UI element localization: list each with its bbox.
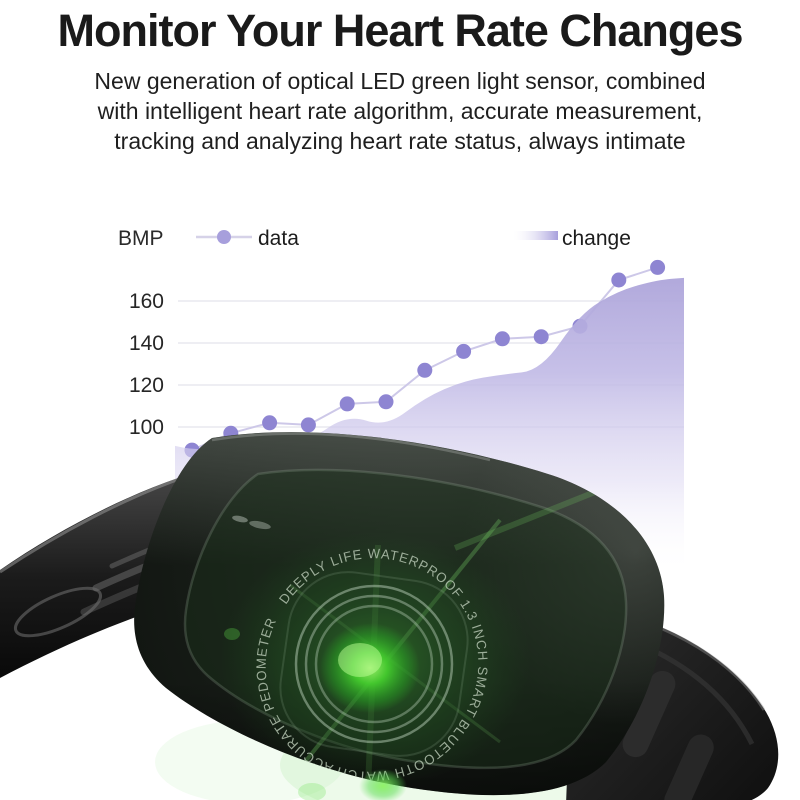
glass-reflection (232, 515, 248, 523)
legend: data change (196, 227, 631, 250)
subtitle-line: tracking and analyzing heart rate status… (114, 128, 686, 154)
subtitle-line: New generation of optical LED green ligh… (94, 68, 706, 94)
sensor-ring (314, 604, 434, 724)
left-strap-highlight (0, 475, 186, 574)
left-strap-slot (13, 586, 103, 638)
data-point-dot (533, 329, 549, 345)
right-strap-pod (664, 734, 714, 800)
y-axis-tick-labels: 160 140 120 100 (129, 290, 164, 439)
header: Monitor Your Heart Rate Changes New gene… (0, 4, 800, 156)
data-point-dot (494, 331, 510, 347)
data-point-dot (300, 417, 316, 433)
led-light-spot (359, 769, 407, 800)
data-point-dot (611, 272, 627, 288)
legend-data-label: data (258, 227, 299, 250)
smartwatch-photo: DEEPLY LIFE WATERPROOF 1.3 INCH SMART BL… (0, 432, 779, 800)
led-light-spot-faint (298, 783, 326, 800)
sensor-ring (294, 584, 454, 744)
body-edge-highlight (211, 432, 491, 462)
data-point-dot (456, 343, 472, 359)
data-point-dot (378, 394, 394, 410)
y-tick-label: 140 (129, 332, 164, 355)
page-subtitle: New generation of optical LED green ligh… (50, 66, 750, 156)
sensor-led-hotspot (338, 643, 382, 677)
y-axis-unit-label: BMP (118, 227, 164, 250)
green-reflection-dot (224, 628, 240, 640)
legend-data-dot-marker (217, 230, 231, 244)
page-title: Monitor Your Heart Rate Changes (57, 5, 744, 56)
y-tick-label: 120 (129, 374, 164, 397)
glass-reflection (249, 520, 271, 530)
legend-change-label: change (562, 227, 631, 250)
data-point-dot (417, 362, 433, 378)
legend-change-gradient-swatch (513, 231, 558, 240)
subtitle-line: with intelligent heart rate algorithm, a… (97, 98, 703, 124)
y-tick-label: 160 (129, 290, 164, 313)
data-point-dot (650, 259, 666, 275)
right-strap-pod (622, 670, 676, 758)
y-tick-label: 100 (129, 416, 164, 439)
data-point-dot (262, 415, 278, 431)
data-point-dot (339, 396, 355, 412)
sensor-ring (304, 594, 444, 734)
